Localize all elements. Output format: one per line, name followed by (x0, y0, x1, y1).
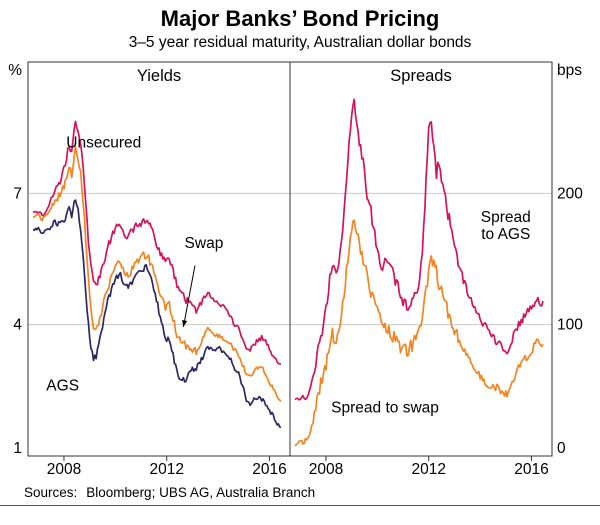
annotation-leader (182, 265, 196, 328)
chart-subtitle: 3–5 year residual maturity, Australian d… (128, 34, 472, 52)
series-label-spread-to-swap: Spread to swap (331, 400, 439, 417)
y-axis-label: 100 (557, 317, 583, 334)
series-label-unsecured: Unsecured (66, 135, 141, 152)
series-line-spread-to-swap (294, 219, 544, 447)
sources-label: Sources: (24, 485, 78, 501)
y-axis-label: 200 (557, 186, 583, 203)
panel-title-spreads: Spreads (390, 67, 451, 85)
axis-unit-percent: % (8, 62, 22, 79)
sources-text: Bloomberg; UBS AG, Australia Branch (86, 485, 316, 501)
bottom-divider (0, 505, 600, 507)
y-axis-label: 1 (13, 440, 22, 457)
series-line-ags (32, 199, 282, 429)
x-axis-label: 2012 (149, 461, 183, 478)
series-line-spread-to-ags (294, 98, 544, 401)
chart-title: Major Banks’ Bond Pricing (160, 6, 440, 31)
x-axis-label: 2008 (47, 461, 81, 478)
panel-title-yields: Yields (137, 67, 181, 85)
axis-unit-bps: bps (557, 62, 582, 79)
series-label-ags: AGS (46, 378, 79, 395)
sources-note: Sources: Bloomberg; UBS AG, Australia Bra… (0, 485, 600, 500)
x-axis-label: 2016 (514, 461, 548, 478)
annotation-arrowhead (182, 320, 188, 328)
x-axis-label: 2008 (309, 461, 343, 478)
series-line-swap (32, 145, 282, 403)
chart-figure: Major Banks’ Bond Pricing 3–5 year resid… (0, 6, 600, 507)
series-label-spread-to-ags: Spread to AGS (481, 210, 531, 244)
x-axis-label: 2012 (411, 461, 445, 478)
series-line-unsecured (32, 120, 282, 366)
chart-canvas: 1 4 7 2008 2012 2016 Yields% Unsecured Swap AGS 0 1… (8, 61, 583, 478)
series-label-swap: Swap (185, 235, 224, 252)
y-axis-label: 4 (13, 317, 22, 334)
y-axis-label: 0 (557, 440, 566, 457)
x-axis-label: 2016 (252, 461, 286, 478)
y-axis-label: 7 (13, 186, 22, 203)
